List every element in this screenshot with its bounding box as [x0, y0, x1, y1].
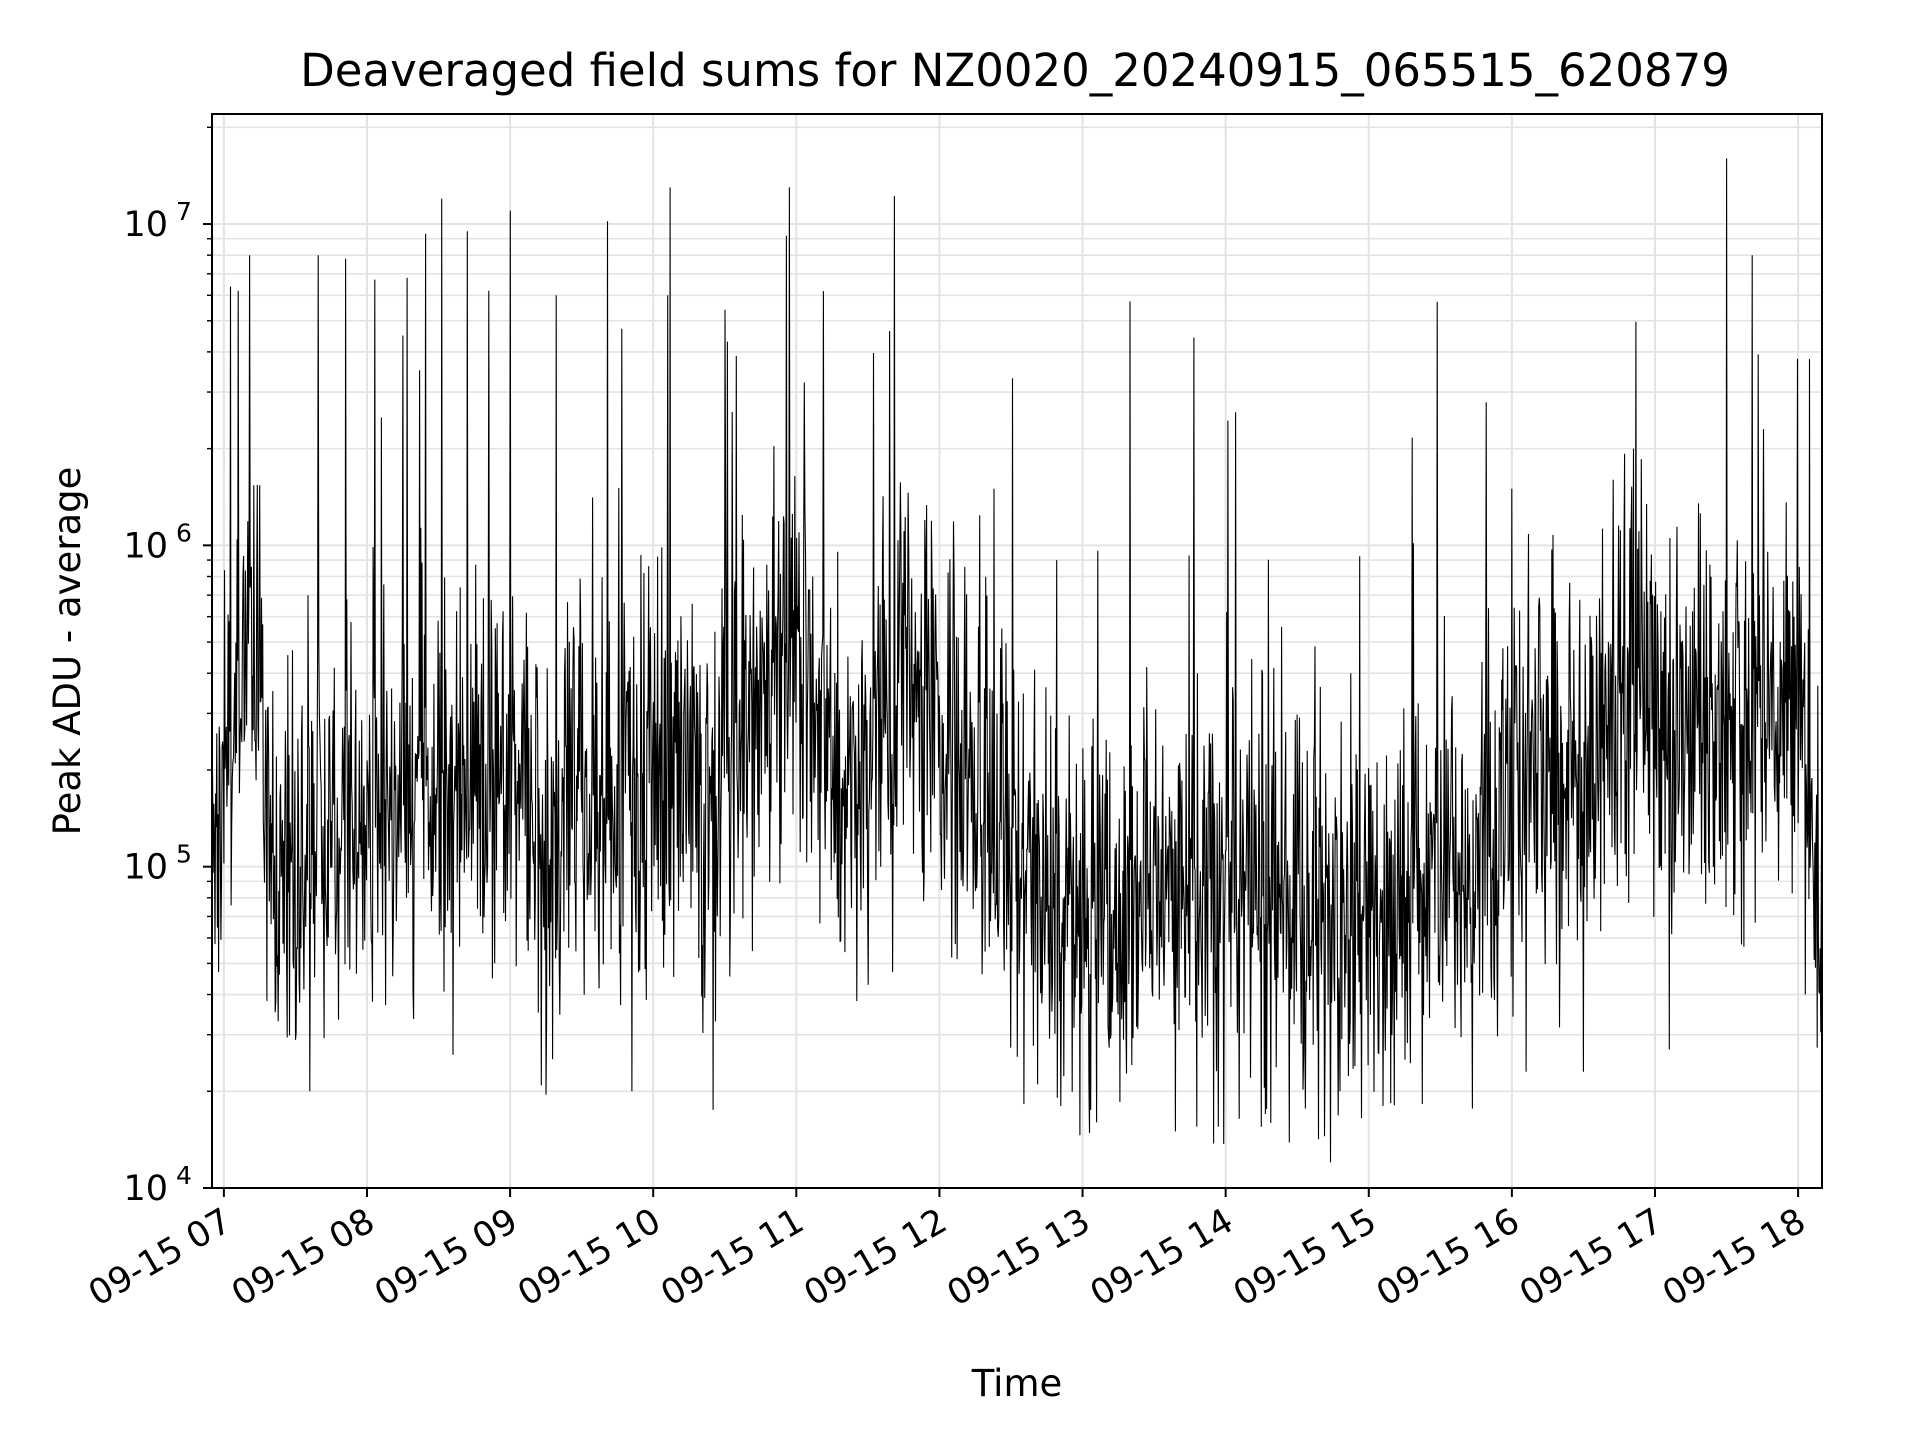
y-tick-label-exponent: 7	[176, 197, 192, 226]
y-tick-label-exponent: 5	[176, 840, 192, 869]
chart-title: Deaveraged field sums for NZ0020_2024091…	[300, 44, 1730, 97]
series-layer	[212, 158, 1822, 1163]
y-tick-label: 10	[123, 1169, 168, 1209]
y-axis-label: Peak ADU - average	[46, 467, 89, 836]
y-tick-label: 10	[123, 848, 168, 888]
y-tick-label: 10	[123, 205, 168, 245]
y-tick-label-exponent: 4	[176, 1161, 192, 1190]
series-line	[212, 158, 1822, 1163]
y-tick-label-exponent: 6	[176, 518, 192, 547]
x-axis-label: Time	[971, 1362, 1063, 1405]
y-axis-ticks: 10 4 10 5 10 6 10 7	[123, 126, 212, 1209]
plot-frame	[211, 113, 1823, 1189]
y-tick-label: 10	[123, 526, 168, 566]
